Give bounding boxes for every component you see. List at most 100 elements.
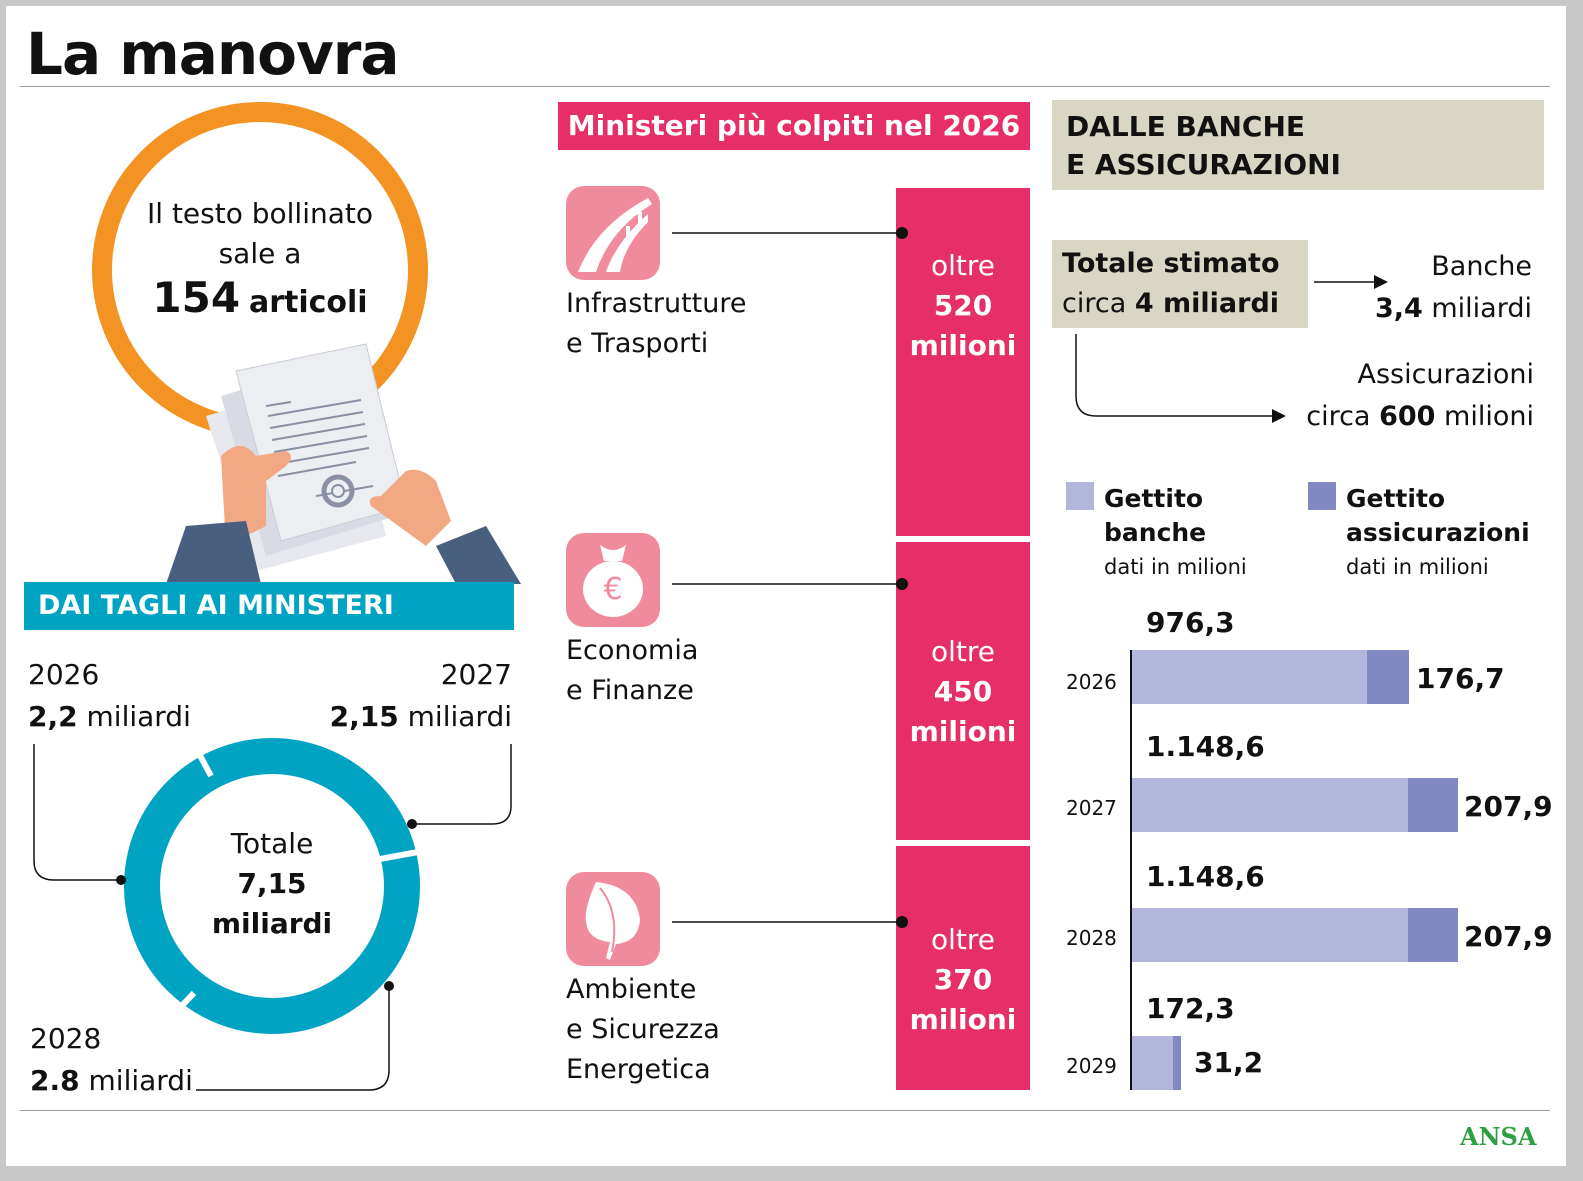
hands-document-icon — [166, 343, 521, 584]
tagli-year-2026: 2026 2,2 miliardi — [28, 654, 191, 738]
chart-axis — [1130, 650, 1132, 1090]
ministero-item-ambiente: Ambiente e Sicurezza Energetica — [566, 872, 720, 1090]
ministero-name: Infrastrutture e Trasporti — [566, 284, 747, 364]
legend-note: dati in milioni — [1104, 555, 1247, 579]
banche-value-line: 3,4 miliardi — [1366, 288, 1532, 330]
bar-assic-value: 207,9 — [1464, 790, 1553, 823]
page-title: La manovra — [26, 20, 400, 88]
legend-line: banche — [1104, 518, 1207, 547]
donut-center-label: Totale 7,15 miliardi — [172, 824, 372, 944]
articles-line1: Il testo bollinato — [147, 197, 373, 230]
euro-bag-icon: € — [566, 533, 660, 627]
bar-assicurazioni — [1408, 908, 1458, 962]
articles-line2: sale a — [218, 237, 302, 270]
total-value-line: circa 4 miliardi — [1062, 284, 1298, 324]
infographic: La manovra Il testo bollinato sale a 154… — [6, 6, 1566, 1166]
value-unit: miliardi — [407, 700, 512, 733]
year-value: 2,15 miliardi — [306, 696, 512, 738]
legend-swatch — [1066, 482, 1094, 510]
header-line: DALLE BANCHE — [1066, 110, 1306, 143]
total-label: Totale stimato — [1062, 248, 1280, 279]
bar-assicurazioni — [1408, 778, 1458, 832]
ministero-item-economia: € Economia e Finanze — [566, 533, 698, 711]
ministero-name: Ambiente e Sicurezza Energetica — [566, 970, 720, 1090]
bar-assic-value: 31,2 — [1194, 1046, 1264, 1079]
value-unit: milioni — [909, 1003, 1017, 1036]
ministero-item-infrastrutture: Infrastrutture e Trasporti — [566, 186, 747, 364]
svg-text:€: € — [603, 572, 622, 607]
arrow-right-icon — [1314, 275, 1388, 289]
road-icon — [566, 186, 660, 280]
bar-year: 2027 — [1066, 796, 1117, 820]
footer-divider — [20, 1110, 1550, 1111]
year-label: 2028 — [30, 1022, 102, 1055]
bar-assicurazioni — [1173, 1036, 1181, 1090]
ministero-value-block: oltre 450 milioni — [896, 542, 1030, 840]
bar-year: 2029 — [1066, 1054, 1117, 1078]
ministero-name: Economia e Finanze — [566, 631, 698, 711]
ministero-value-block: oltre 370 milioni — [896, 846, 1030, 1090]
bar-banche-value: 172,3 — [1146, 992, 1235, 1025]
total-label: Totale — [230, 827, 314, 860]
header-line: E ASSICURAZIONI — [1066, 148, 1341, 181]
value-unit: milioni — [909, 715, 1017, 748]
year-label: 2026 — [28, 658, 100, 691]
bar-assic-value: 176,7 — [1416, 662, 1505, 695]
name-line: Economia — [566, 635, 699, 666]
totale-stimato-box: Totale stimato circa 4 miliardi — [1052, 240, 1308, 328]
banche-header: DALLE BANCHE E ASSICURAZIONI — [1052, 100, 1544, 190]
assic-unit: milioni — [1444, 401, 1534, 432]
ministeri-header: Ministeri più colpiti nel 2026 — [558, 102, 1030, 150]
articles-unit: articoli — [248, 285, 368, 320]
banche-value: 3,4 — [1374, 293, 1423, 324]
tagli-header: DAI TAGLI AI MINISTERI — [24, 582, 514, 630]
value-prefix: oltre — [930, 635, 995, 668]
legend-text: Gettito banche dati in milioni — [1104, 482, 1304, 584]
banche-amount: Banche 3,4 miliardi — [1366, 246, 1532, 330]
total-value: 7,15 — [237, 867, 307, 900]
banche-unit: miliardi — [1431, 293, 1532, 324]
articles-text: Il testo bollinato sale a 154 articoli — [92, 194, 428, 323]
value-text: oltre 450 milioni — [896, 632, 1030, 752]
value-number: 2,2 — [28, 700, 78, 733]
tagli-year-2027: 2027 2,15 miliardi — [306, 654, 512, 738]
value-number: 2.8 — [30, 1064, 80, 1097]
value-text: oltre 370 milioni — [896, 920, 1030, 1040]
bar-banche-value: 976,3 — [1146, 606, 1235, 639]
tagli-year-2028: 2028 2.8 miliardi — [30, 1018, 193, 1102]
value-number: 520 — [933, 289, 993, 322]
assic-prefix: circa — [1306, 401, 1371, 432]
year-label: 2027 — [440, 658, 512, 691]
legend-note: dati in milioni — [1346, 555, 1489, 579]
name-line: e Sicurezza — [566, 1014, 720, 1045]
total-unit: miliardi — [211, 907, 333, 940]
bar-banche-value: 1.148,6 — [1146, 860, 1265, 893]
bar-banche — [1132, 908, 1408, 962]
value-prefix: oltre — [930, 249, 995, 282]
value-unit: miliardi — [86, 700, 191, 733]
value-number: 450 — [933, 675, 993, 708]
bar-year: 2028 — [1066, 926, 1117, 950]
bar-year: 2026 — [1066, 670, 1117, 694]
year-value: 2.8 miliardi — [30, 1060, 193, 1102]
value-text: oltre 520 milioni — [896, 246, 1030, 366]
year-value: 2,2 miliardi — [28, 696, 191, 738]
legend-line: Gettito — [1104, 484, 1204, 513]
name-line: Ambiente — [566, 974, 697, 1005]
value-unit: milioni — [909, 329, 1017, 362]
value-unit: miliardi — [88, 1064, 193, 1097]
bar-banche — [1132, 1036, 1173, 1090]
articles-number: 154 — [152, 273, 241, 322]
name-line: e Trasporti — [566, 328, 709, 359]
leaf-icon — [566, 872, 660, 966]
split-arrows — [1075, 334, 1286, 423]
assic-value: 600 — [1379, 401, 1436, 432]
ansa-logo: ANSA — [1460, 1122, 1537, 1151]
banche-label: Banche — [1431, 251, 1532, 282]
name-line: e Finanze — [566, 675, 694, 706]
assic-value-line: circa 600 milioni — [1286, 396, 1534, 438]
legend-line: assicurazioni — [1346, 518, 1530, 547]
name-line: Energetica — [566, 1054, 711, 1085]
name-line: Infrastrutture — [566, 288, 747, 319]
bar-banche — [1132, 650, 1367, 704]
